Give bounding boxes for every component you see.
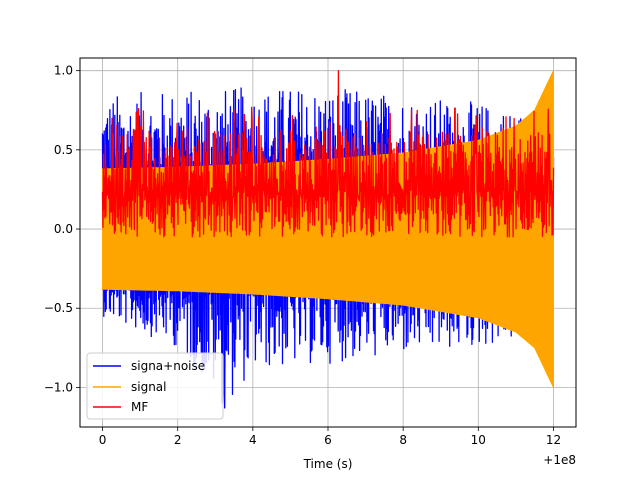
series-signal-area — [102, 70, 554, 388]
x-offset-label: +1e8 — [543, 453, 576, 467]
legend-label-mf: MF — [131, 400, 148, 414]
y-tick-label: −1.0 — [44, 380, 73, 394]
x-tick-label: 8 — [399, 433, 407, 447]
y-tick-label: 1.0 — [54, 64, 73, 78]
tick-layer: 0 2 4 6 8 10 12 1.0 0.5 0.0 −0.5 −1.0 — [44, 64, 561, 447]
x-tick-label: 12 — [546, 433, 561, 447]
x-tick-label: 0 — [99, 433, 107, 447]
legend-box — [86, 352, 224, 420]
x-tick-label: 2 — [174, 433, 182, 447]
y-tick-label: 0.0 — [54, 222, 73, 236]
series-layer — [101, 70, 555, 409]
series-mf-line — [101, 70, 555, 238]
y-tick-label: 0.5 — [54, 143, 73, 157]
x-tick-label: 10 — [471, 433, 486, 447]
legend-label-signal-noise: signa+noise — [131, 359, 205, 373]
y-tick-label: −0.5 — [44, 301, 73, 315]
x-tick-label: 6 — [324, 433, 332, 447]
x-axis-label: Time (s) — [303, 457, 353, 471]
legend-label-signal: signal — [131, 380, 167, 394]
legend: signa+noise signal MF — [86, 352, 224, 420]
x-tick-label: 4 — [249, 433, 257, 447]
